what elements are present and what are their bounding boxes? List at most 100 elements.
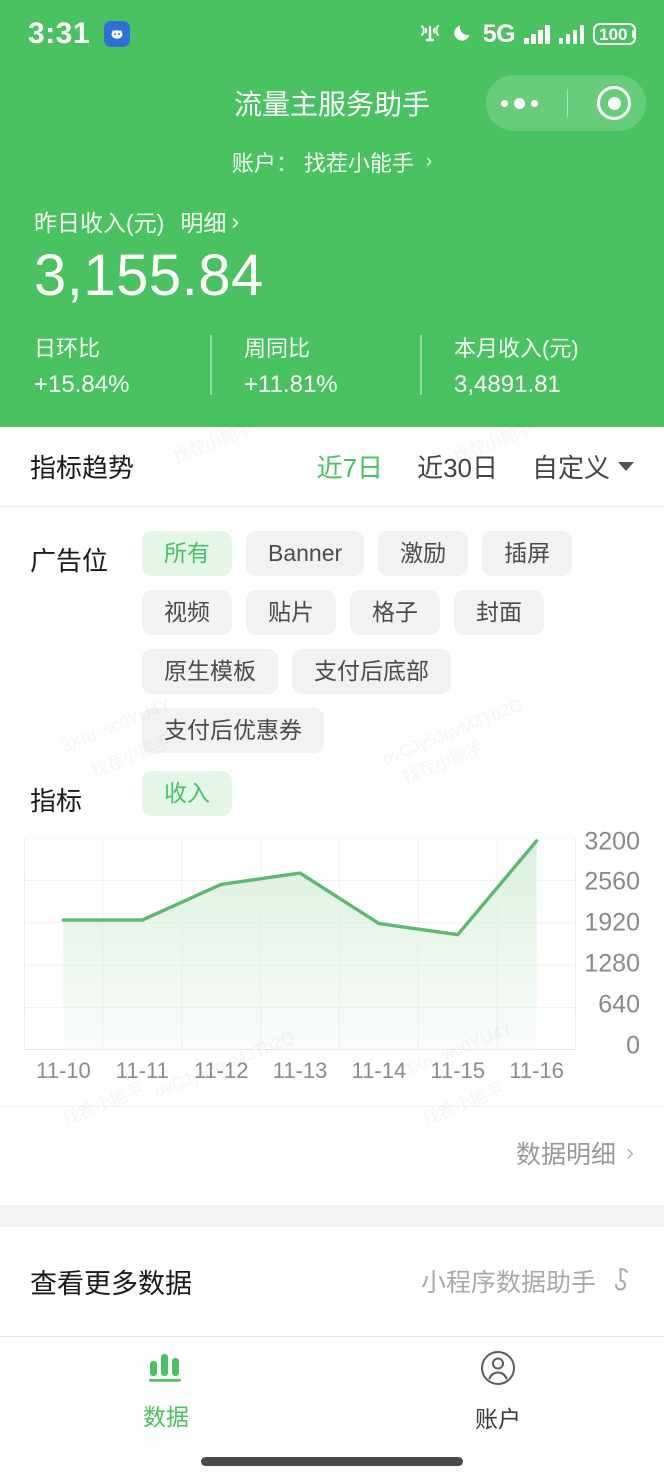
status-bar-left: 3:31 xyxy=(28,17,131,51)
metric-item: 周同比 +11.81% xyxy=(210,331,420,399)
tab-custom-label: 自定义 xyxy=(531,453,610,483)
wechat-capsule[interactable] xyxy=(486,75,646,131)
account-label: 账户： xyxy=(231,151,298,176)
mini-program-label: 小程序数据助手 xyxy=(420,1269,596,1298)
more-dots-icon[interactable] xyxy=(500,97,538,109)
y-tick: 1920 xyxy=(584,908,640,937)
trend-header: 指标趋势 近7日 近30日 自定义 xyxy=(0,427,664,507)
income-area-chart xyxy=(24,838,576,1050)
chip-all[interactable]: 所有 xyxy=(142,531,232,576)
bottom-tab-bar: 数据 账户 xyxy=(0,1336,664,1446)
chart-y-axis: 3200 2560 1920 1280 640 0 xyxy=(576,828,640,1060)
hero-header: 3:31 5G 100 流量主服务助手 xyxy=(0,0,664,427)
chip-native-template[interactable]: 原生模板 xyxy=(142,649,278,694)
home-indicator[interactable] xyxy=(0,1445,664,1477)
chip-grid[interactable]: 格子 xyxy=(350,590,440,635)
bar-chart-icon xyxy=(146,1351,186,1390)
metric-value: 3,4891.81 xyxy=(454,371,561,398)
chip-post-pay-coupon[interactable]: 支付后优惠券 xyxy=(142,708,324,753)
x-tick: 11-13 xyxy=(272,1058,328,1083)
x-tick: 11-11 xyxy=(115,1058,169,1083)
x-tick: 11-14 xyxy=(351,1058,407,1083)
status-bar-right: 5G 100 xyxy=(417,20,636,49)
chip-interstitial[interactable]: 插屏 xyxy=(482,531,573,576)
x-tick: 11-16 xyxy=(509,1058,564,1083)
metric-value: +11.81% xyxy=(244,371,338,398)
x-tick: 11-12 xyxy=(193,1058,249,1083)
metric-item: 本月收入(元) 3,4891.81 xyxy=(420,331,630,399)
chip-patch[interactable]: 贴片 xyxy=(246,590,336,635)
hotspot-icon xyxy=(417,21,443,48)
y-tick: 3200 xyxy=(584,827,640,856)
chevron-right-icon: › xyxy=(626,1139,634,1166)
ad-slot-chips: 所有 Banner 激励 插屏 视频 贴片 格子 封面 原生模板 支付后底部 支… xyxy=(142,531,634,753)
link-icon xyxy=(610,1265,634,1298)
y-tick: 0 xyxy=(626,1031,640,1060)
chip-video[interactable]: 视频 xyxy=(142,590,232,635)
metric-name: 周同比 xyxy=(244,336,311,361)
nav-bar: 流量主服务助手 xyxy=(0,68,664,138)
income-detail-link[interactable]: 明细 › xyxy=(180,204,239,238)
income-label-row: 昨日收入(元) 明细 › xyxy=(0,204,664,238)
account-name: 找茬小能手 xyxy=(303,151,414,176)
chevron-right-icon: › xyxy=(231,207,239,234)
chevron-right-icon: › xyxy=(425,151,433,172)
x-tick: 11-15 xyxy=(430,1058,486,1083)
ad-slot-label: 广告位 xyxy=(30,546,109,576)
section-divider xyxy=(0,1205,664,1227)
trend-card: 指标趋势 近7日 近30日 自定义 广告位 所有 Banner 激励 插屏 视频 xyxy=(0,427,664,1205)
capsule-divider xyxy=(566,89,569,117)
chip-cover[interactable]: 封面 xyxy=(454,590,544,635)
tab-data[interactable]: 数据 xyxy=(0,1337,332,1446)
chip-reward[interactable]: 激励 xyxy=(378,531,469,576)
signal-bars-icon xyxy=(558,24,585,44)
metric-name: 本月收入(元) xyxy=(454,336,579,361)
chip-post-pay-bottom[interactable]: 支付后底部 xyxy=(292,649,451,694)
chevron-down-icon xyxy=(618,462,634,471)
chart-plot-area[interactable] xyxy=(24,838,576,1050)
metric-value: +15.84% xyxy=(34,371,130,398)
status-time: 3:31 xyxy=(28,17,91,50)
tab-account-label: 账户 xyxy=(475,1405,521,1432)
y-tick: 2560 xyxy=(584,867,640,896)
signal-bars-icon xyxy=(524,24,550,44)
mini-program-link[interactable]: 小程序数据助手 xyxy=(421,1263,634,1299)
page-title: 流量主服务助手 xyxy=(233,89,430,120)
tab-data-label: 数据 xyxy=(143,1403,189,1430)
y-tick: 1280 xyxy=(584,949,640,978)
income-label: 昨日收入(元) xyxy=(34,210,165,236)
x-tick: 11-10 xyxy=(36,1058,91,1083)
metric-chips: 收入 xyxy=(142,771,634,816)
target-icon[interactable] xyxy=(597,86,632,120)
income-amount: 3,155.84 xyxy=(34,243,264,308)
metric-label: 指标 xyxy=(30,786,83,816)
ad-slot-filter-row: 广告位 所有 Banner 激励 插屏 视频 贴片 格子 封面 原生模板 支付后… xyxy=(0,531,664,753)
status-bar: 3:31 5G 100 xyxy=(0,0,664,68)
app-badge-icon xyxy=(104,21,131,47)
chip-banner[interactable]: Banner xyxy=(246,531,365,576)
metric-item: 日环比 +15.84% xyxy=(34,331,210,399)
filters-section: 广告位 所有 Banner 激励 插屏 视频 贴片 格子 封面 原生模板 支付后… xyxy=(0,507,664,824)
metric-filter-row: 指标 收入 xyxy=(0,771,664,818)
tab-account[interactable]: 账户 xyxy=(332,1337,664,1446)
income-detail-label: 明细 xyxy=(180,210,227,236)
tab-last-30-days[interactable]: 近30日 xyxy=(417,453,498,483)
moon-icon xyxy=(452,21,474,48)
data-detail-label: 数据明细 xyxy=(515,1141,616,1169)
trend-title: 指标趋势 xyxy=(30,453,135,483)
y-tick: 640 xyxy=(598,990,640,1019)
chart-container: 11-10 11-11 11-12 11-13 11-14 11-15 11-1… xyxy=(0,824,664,1084)
battery-icon: 100 xyxy=(593,23,636,45)
chart-x-axis: 11-10 11-11 11-12 11-13 11-14 11-15 11-1… xyxy=(24,1058,576,1084)
range-tabs: 近7日 近30日 自定义 xyxy=(317,448,634,485)
data-detail-link[interactable]: 数据明细 › xyxy=(0,1106,664,1205)
network-type: 5G xyxy=(482,19,516,48)
person-icon xyxy=(479,1349,517,1392)
more-data-section[interactable]: 查看更多数据 小程序数据助手 xyxy=(0,1226,664,1337)
chip-income[interactable]: 收入 xyxy=(142,771,232,816)
account-switcher[interactable]: 账户： 找茬小能手 › xyxy=(0,138,664,204)
tab-last-7-days[interactable]: 近7日 xyxy=(316,453,384,483)
tab-custom-range[interactable]: 自定义 xyxy=(532,448,634,485)
metric-name: 日环比 xyxy=(34,336,101,361)
